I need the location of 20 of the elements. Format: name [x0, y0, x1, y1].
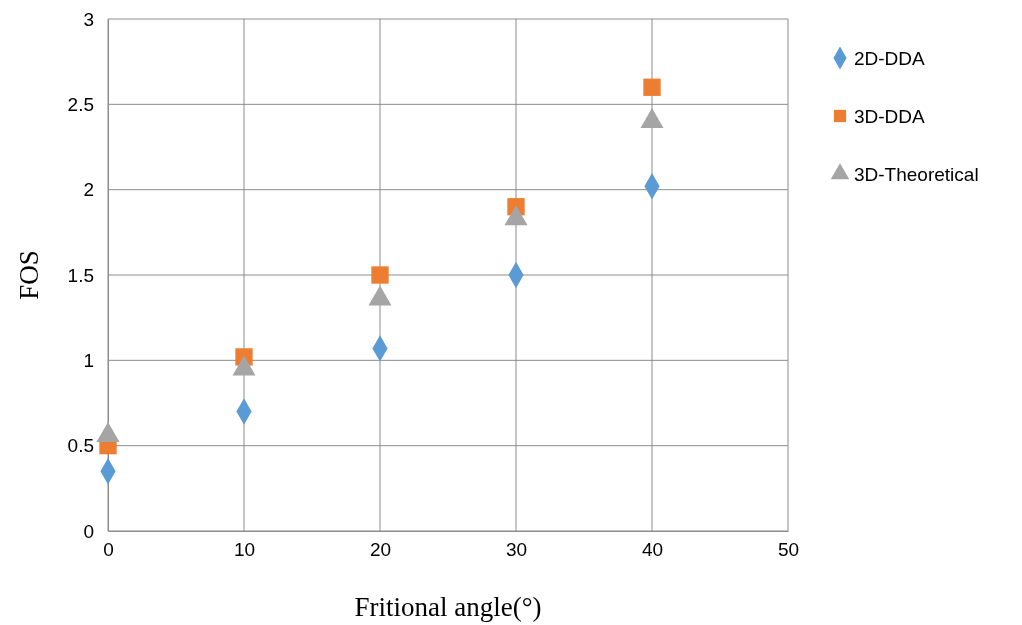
y-tick-label: 0.5	[67, 435, 94, 457]
x-axis-title: Fritional angle(°)	[354, 592, 542, 622]
y-tick-label: 1.5	[67, 264, 94, 286]
y-tick-label: 0	[83, 520, 94, 542]
x-tick-label: 0	[103, 539, 114, 561]
x-tick-label: 50	[777, 539, 800, 561]
y-tick-label: 2	[83, 179, 94, 201]
point	[371, 266, 389, 284]
legend-label: 2D-DDA	[854, 48, 926, 69]
x-tick-label: 20	[369, 539, 392, 561]
legend-label: 3D-DDA	[854, 106, 926, 127]
x-tick-label: 10	[233, 539, 256, 561]
y-axis-title: FOS	[14, 250, 44, 300]
y-tick-label: 1	[83, 349, 94, 371]
y-tick-label: 2.5	[67, 93, 94, 115]
x-tick-label: 30	[505, 539, 528, 561]
y-tick-label: 3	[83, 8, 94, 30]
x-tick-label: 40	[641, 539, 664, 561]
legend-label: 3D-Theoretical	[854, 164, 979, 185]
point	[643, 78, 661, 96]
